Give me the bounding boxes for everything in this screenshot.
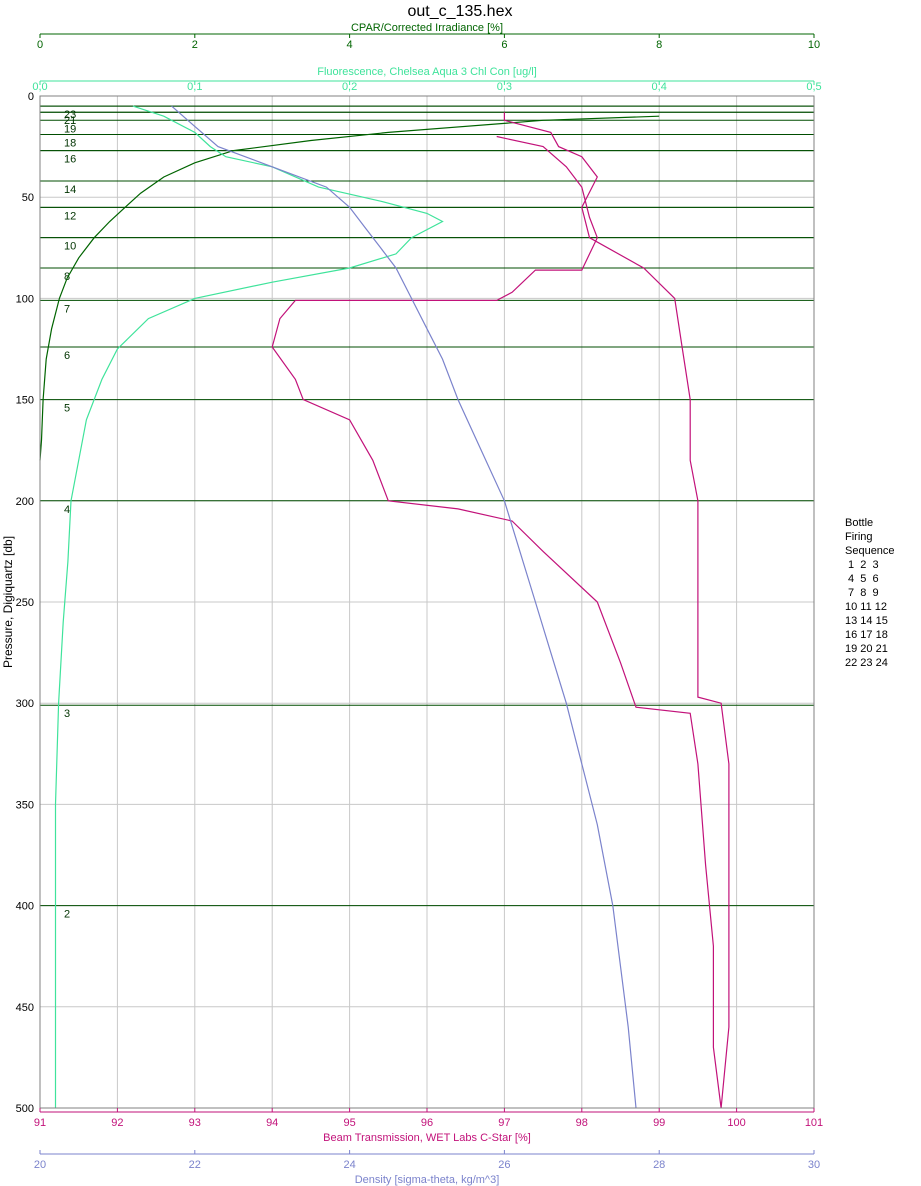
cpar-tick-label: 0 (37, 39, 43, 51)
bottle-label: 6 (64, 350, 70, 362)
y-axis-label: Pressure, Digiquartz [db] (1, 536, 15, 668)
bottle-label: 19 (64, 123, 76, 135)
legend-line: 4 5 6 (845, 573, 879, 585)
bottle-label: 12 (64, 210, 76, 222)
bottle-label: 4 (64, 504, 70, 516)
cpar-tick-label: 8 (656, 39, 662, 51)
series-density-4 (171, 105, 637, 1109)
cpar-axis-label: CPAR/Corrected Irradiance [%] (351, 22, 503, 34)
legend-line: 19 20 21 (845, 643, 888, 655)
density-tick-label: 20 (34, 1159, 46, 1171)
legend-line: Bottle (845, 517, 874, 529)
density-axis-label: Density [sigma-theta, kg/m^3] (355, 1174, 500, 1186)
cpar-tick-label: 4 (347, 39, 353, 51)
bottle-label: 8 (64, 271, 70, 283)
cpar-tick-label: 2 (192, 39, 198, 51)
bottle-label: 14 (64, 184, 76, 196)
legend-line: 13 14 15 (845, 615, 888, 627)
trans-tick-label: 92 (111, 1117, 123, 1129)
trans-tick-label: 99 (653, 1117, 665, 1129)
legend-line: 1 2 3 (845, 559, 879, 571)
fluor-tick-label: 0,5 (806, 81, 821, 93)
series-cpar-0 (39, 115, 660, 461)
bottle-label: 5 (64, 403, 70, 415)
y-tick-label: 350 (16, 799, 34, 811)
series-trans-3 (271, 135, 722, 1109)
fluor-tick-label: 0,2 (342, 81, 357, 93)
series-fluor-1 (54, 105, 444, 1108)
bottle-label: 7 (64, 303, 70, 315)
legend-line: 16 17 18 (845, 629, 888, 641)
bottle-firing-legend: Bottle Firing Sequence 1 2 3 4 5 6 7 8 9 10… (845, 516, 895, 670)
trans-tick-label: 95 (343, 1117, 355, 1129)
density-tick-label: 26 (498, 1159, 510, 1171)
density-tick-label: 30 (808, 1159, 820, 1171)
density-tick-label: 22 (189, 1159, 201, 1171)
data-series (39, 105, 730, 1109)
y-tick-label: 0 (28, 91, 34, 103)
y-tick-label: 450 (16, 1002, 34, 1014)
fluor-tick-label: 0,3 (497, 81, 512, 93)
y-tick-label: 400 (16, 901, 34, 913)
trans-tick-label: 98 (576, 1117, 588, 1129)
y-tick-label: 250 (16, 597, 34, 609)
fluor-axis-label: Fluorescence, Chelsea Aqua 3 Chl Con [ug… (317, 66, 537, 78)
trans-tick-label: 91 (34, 1117, 46, 1129)
y-tick-label: 500 (16, 1103, 34, 1115)
trans-axis-label: Beam Transmission, WET Labs C-Star [%] (323, 1132, 531, 1144)
legend-line: Firing (845, 531, 873, 543)
series-trans-2 (503, 112, 730, 1109)
trans-tick-label: 101 (805, 1117, 823, 1129)
density-tick-label: 28 (653, 1159, 665, 1171)
cpar-tick-label: 10 (808, 39, 820, 51)
fluor-tick-label: 0,4 (652, 81, 667, 93)
bottle-label: 23 (64, 109, 76, 121)
y-tick-label: 100 (16, 293, 34, 305)
trans-tick-label: 100 (727, 1117, 745, 1129)
legend-line: 22 23 24 (845, 657, 888, 669)
legend-line: 10 11 12 (845, 601, 888, 613)
fluor-tick-label: 0,1 (187, 81, 202, 93)
bottle-label: 16 (64, 154, 76, 166)
trans-tick-label: 93 (189, 1117, 201, 1129)
trans-tick-label: 94 (266, 1117, 278, 1129)
cpar-tick-label: 6 (501, 39, 507, 51)
bottle-label: 21 (64, 115, 76, 127)
chart-title: out_c_135.hex (408, 3, 513, 20)
legend-line: 7 8 9 (845, 587, 879, 599)
bottle-label: 3 (64, 708, 70, 720)
bottle-label: 18 (64, 137, 76, 149)
trans-tick-label: 97 (498, 1117, 510, 1129)
trans-tick-label: 96 (421, 1117, 433, 1129)
y-tick-label: 150 (16, 395, 34, 407)
y-tick-label: 200 (16, 496, 34, 508)
axes: 050100150200250300350400450500out_c_135.… (1, 3, 823, 1186)
density-tick-label: 24 (343, 1159, 355, 1171)
y-tick-label: 50 (22, 192, 34, 204)
bottle-label: 2 (64, 909, 70, 921)
fluor-tick-label: 0,0 (32, 81, 47, 93)
legend-line: Sequence (845, 545, 895, 557)
bottle-label: 10 (64, 241, 76, 253)
y-tick-label: 300 (16, 698, 34, 710)
